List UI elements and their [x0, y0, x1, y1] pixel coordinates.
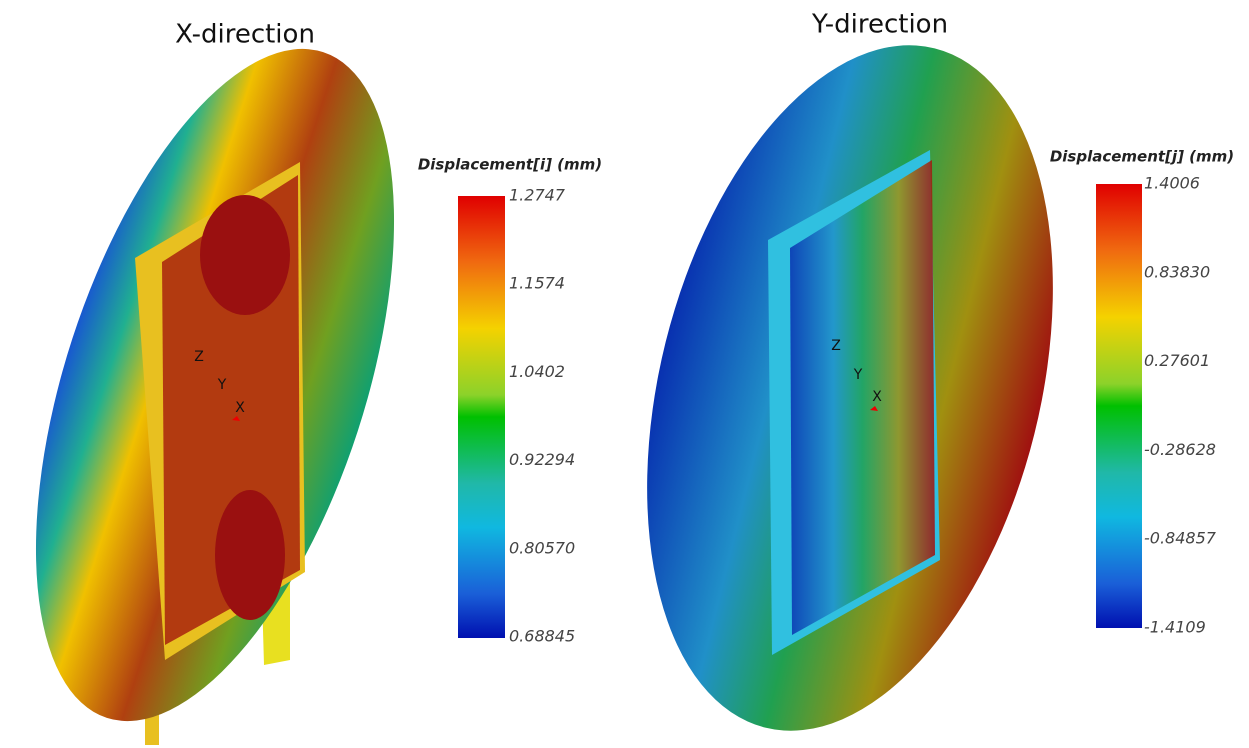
legend-label: -0.84857: [1144, 529, 1217, 548]
model-x: [35, 48, 395, 745]
legend-label: -0.28628: [1144, 440, 1216, 459]
legend-label: 0.92294: [509, 450, 575, 469]
panel-title: X-direction: [175, 20, 315, 50]
axis-label: Z: [194, 349, 204, 365]
colorbar: [458, 196, 505, 638]
axis-label: X: [235, 400, 245, 416]
axis-label: Z: [831, 338, 841, 354]
legend-title: Displacement[j] (mm): [1050, 148, 1234, 166]
legend-label: 1.1574: [509, 274, 565, 293]
axis-label: Y: [853, 367, 863, 383]
legend-label: 1.2747: [509, 186, 566, 205]
legend-title: Displacement[i] (mm): [418, 156, 602, 174]
axis-label: Y: [217, 377, 227, 393]
legend-label: 0.80570: [509, 538, 575, 557]
legend-label: -1.4109: [1144, 618, 1206, 637]
legend-label: 0.27601: [1144, 351, 1210, 370]
model-y: [647, 45, 1053, 731]
legend-label: 1.4006: [1144, 174, 1200, 193]
legend-label: 1.0402: [509, 362, 565, 381]
legend-label: 0.83830: [1144, 262, 1210, 281]
axis-label: X: [872, 389, 882, 405]
panel-title: Y-direction: [811, 10, 948, 40]
legend-label: 0.68845: [509, 627, 575, 646]
colorbar: [1096, 184, 1142, 628]
